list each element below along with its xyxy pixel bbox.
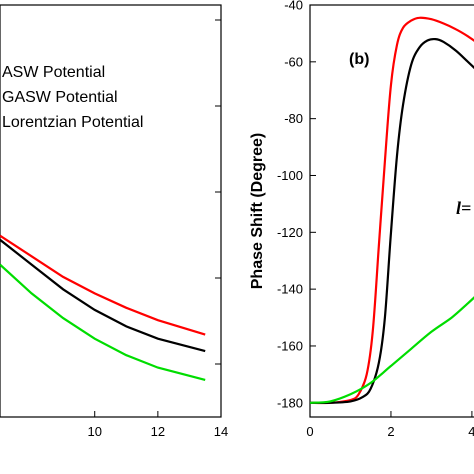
panel-a-ticks: 10 12 14 bbox=[87, 19, 228, 439]
panel-b-ytick-label: -160 bbox=[277, 338, 303, 353]
panel-b-ytick-label: -80 bbox=[284, 111, 303, 126]
panel-b-ylabel: Phase Shift (Degree) bbox=[249, 133, 266, 289]
l-annotation: l= bbox=[456, 198, 471, 218]
panel-b-label: (b) bbox=[349, 51, 369, 68]
panel-b-series-line-1 bbox=[309, 37, 474, 404]
panel-b-series-line-2 bbox=[309, 296, 474, 404]
legend-entry-gasw: GASW Potential bbox=[2, 89, 118, 106]
panel-b-lines bbox=[309, 16, 474, 405]
panel-b-ytick-label: -180 bbox=[277, 395, 303, 410]
panel-a-frame bbox=[0, 4, 222, 418]
panel-a-xtick-label: 10 bbox=[87, 424, 101, 439]
legend-entry-asw: ASW Potential bbox=[2, 64, 105, 81]
panel-b-ytick-label: -60 bbox=[284, 54, 303, 69]
panel-b-ytick-label: -140 bbox=[277, 282, 303, 297]
panel-b-frame bbox=[309, 4, 474, 418]
panel-a-series-line-2 bbox=[0, 263, 206, 381]
panel-a-series-line-1 bbox=[0, 238, 206, 353]
panel-b-xtick-label: 0 bbox=[306, 424, 313, 439]
panel-b-ytick-label: -100 bbox=[277, 168, 303, 183]
panel-a-series-line-0 bbox=[0, 234, 206, 336]
panel-b-ytick-label: -40 bbox=[284, 0, 303, 13]
panel-a-xtick-label: 12 bbox=[151, 424, 165, 439]
panel-b-xtick-label: 2 bbox=[387, 424, 394, 439]
panel-b-series-line-0 bbox=[309, 16, 474, 405]
panel-a-legend: ASW Potential GASW Potential Lorentzian … bbox=[2, 64, 143, 131]
panel-a-lines bbox=[0, 234, 206, 381]
legend-entry-lorentzian: Lorentzian Potential bbox=[2, 114, 143, 131]
panel-b-ytick-label: -120 bbox=[277, 225, 303, 240]
panel-b-xtick-label: 4 bbox=[468, 424, 474, 439]
panel-a: 10 12 14 ASW Potential GASW Potential Lore… bbox=[0, 4, 228, 439]
panel-a-xtick-label: 14 bbox=[214, 424, 228, 439]
